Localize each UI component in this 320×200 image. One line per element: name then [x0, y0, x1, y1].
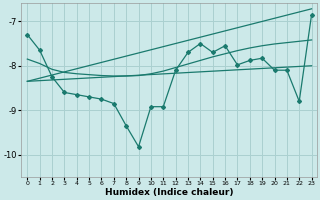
X-axis label: Humidex (Indice chaleur): Humidex (Indice chaleur) [105, 188, 233, 197]
